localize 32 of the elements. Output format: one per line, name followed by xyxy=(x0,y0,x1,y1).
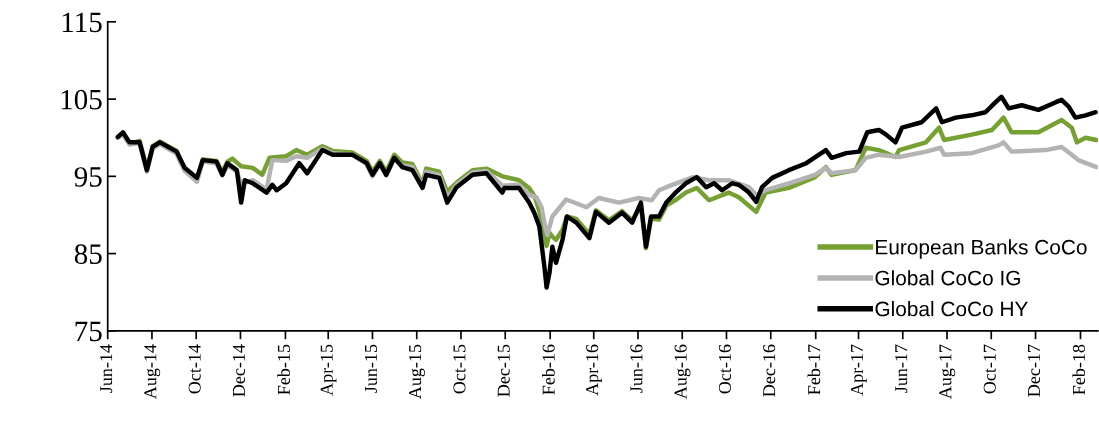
legend-label: Global CoCo HY xyxy=(875,301,1028,317)
x-tick-label: Oct-16 xyxy=(718,344,732,394)
x-tick-label: Oct-14 xyxy=(188,344,201,394)
x-tick-label: Aug-17 xyxy=(939,344,956,400)
y-tick-label: 105 xyxy=(61,89,102,110)
x-tick-label: Jun-15 xyxy=(364,344,377,393)
x-tick-label: Dec-14 xyxy=(232,344,245,397)
x-tick-label: Jun-16 xyxy=(630,344,643,393)
y-tick-label: 95 xyxy=(74,167,102,187)
x-tick-label: Feb-18 xyxy=(1072,344,1086,395)
y-tick-label: 75 xyxy=(75,321,102,342)
x-tick-label: Apr-17 xyxy=(850,344,867,396)
x-tick-label: Jun-14 xyxy=(100,344,113,393)
x-tick-label: Aug-16 xyxy=(674,344,691,400)
x-tick-label: Apr-16 xyxy=(586,344,602,396)
x-tick-label: Feb-16 xyxy=(542,344,555,395)
y-tick-label: 85 xyxy=(74,244,102,264)
x-tick-label: Dec-16 xyxy=(763,344,776,397)
x-tick-label: Feb-17 xyxy=(807,344,821,395)
x-tick-label: Apr-15 xyxy=(320,344,337,396)
line-series xyxy=(115,94,1098,290)
x-tick-label: Aug-15 xyxy=(409,344,425,400)
x-tick-label: Oct-17 xyxy=(983,344,996,394)
x-tick-label: Dec-15 xyxy=(497,344,510,397)
legend-label: Global CoCo IG xyxy=(875,270,1020,286)
legend-label: European Banks CoCo xyxy=(876,239,1087,259)
x-tick-label: Feb-15 xyxy=(277,344,290,395)
x-tick-label: Dec-17 xyxy=(1027,344,1041,397)
y-tick-label: 115 xyxy=(62,12,102,33)
x-tick-label: Jun-17 xyxy=(895,344,908,393)
x-tick-label: Aug-14 xyxy=(144,344,161,400)
x-tick-label: Oct-15 xyxy=(453,344,466,394)
